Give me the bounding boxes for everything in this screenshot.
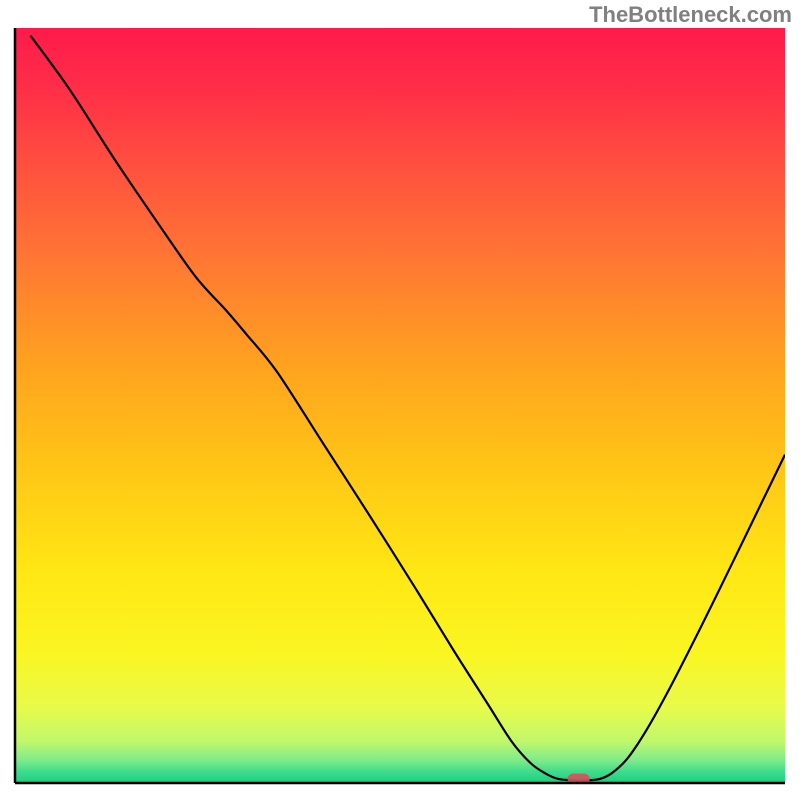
watermark-text: TheBottleneck.com: [589, 2, 792, 28]
bottleneck-chart: [0, 0, 800, 800]
gradient-background: [15, 28, 785, 783]
